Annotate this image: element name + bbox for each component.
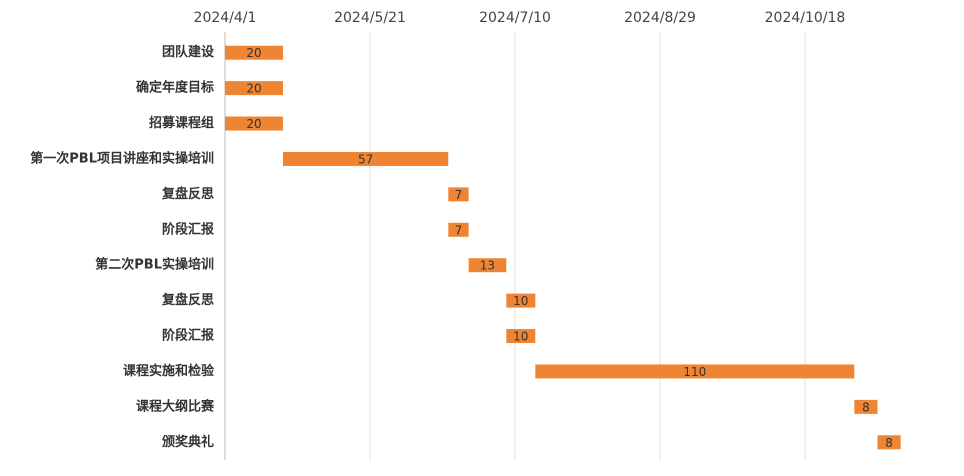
bar	[448, 187, 469, 202]
bar	[535, 364, 855, 379]
bar	[225, 81, 283, 96]
x-tick-label: 2024/4/1	[194, 10, 257, 26]
y-tick-label: 招募课程组	[149, 115, 214, 131]
y-tick-label: 课程实施和检验	[123, 363, 215, 379]
bar-label: 13	[480, 259, 495, 273]
x-tick-label: 2024/10/18	[765, 10, 846, 26]
y-tick-label: 第二次PBL实操培训	[95, 257, 214, 273]
x-tick-label: 2024/8/29	[624, 10, 696, 26]
y-tick-label: 复盘反思	[161, 292, 214, 308]
bar	[283, 151, 449, 166]
y-tick-label: 团队建设	[162, 44, 215, 60]
y-tick-label: 阶段汇报	[162, 328, 215, 344]
y-tick-label: 颁奖典礼	[162, 434, 214, 450]
bar	[506, 329, 536, 344]
bar	[506, 293, 536, 308]
bar-label: 8	[885, 436, 893, 450]
y-tick-label: 课程大纲比赛	[136, 398, 215, 414]
y-tick-label: 确定年度目标	[136, 80, 214, 96]
bar-label: 10	[513, 294, 528, 308]
bar-label: 7	[455, 223, 463, 237]
bar-label: 20	[246, 82, 261, 96]
x-tick-label: 2024/5/21	[334, 10, 406, 26]
bar-label: 20	[246, 46, 261, 60]
bar	[854, 399, 878, 414]
bar	[468, 258, 507, 273]
bar	[877, 435, 901, 450]
y-tick-label: 第一次PBL项目讲座和实操培训	[30, 150, 214, 166]
bar-label: 7	[455, 188, 463, 202]
bar	[225, 45, 283, 60]
bar-label: 10	[513, 330, 528, 344]
x-tick-label: 2024/7/10	[479, 10, 551, 26]
bar-label: 57	[358, 152, 373, 166]
y-tick-label: 复盘反思	[161, 186, 214, 202]
bar	[448, 222, 469, 237]
y-tick-label: 阶段汇报	[162, 221, 215, 237]
bar-label: 8	[862, 400, 870, 414]
bar-label: 20	[246, 117, 261, 131]
bar-label: 110	[683, 365, 706, 379]
bar	[225, 116, 283, 131]
